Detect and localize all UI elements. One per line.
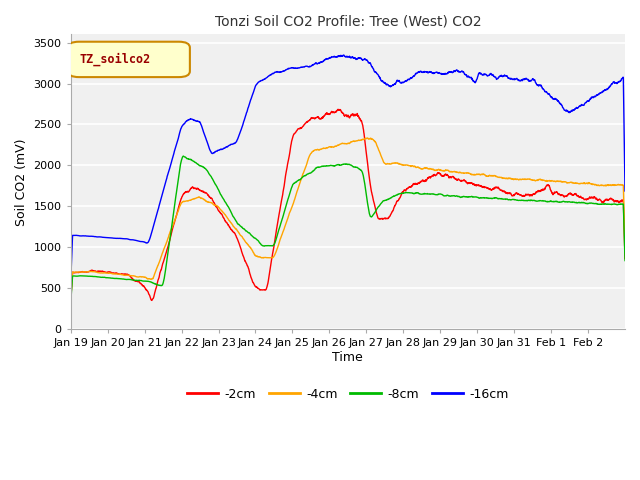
Title: Tonzi Soil CO2 Profile: Tree (West) CO2: Tonzi Soil CO2 Profile: Tree (West) CO2: [214, 15, 481, 29]
Y-axis label: Soil CO2 (mV): Soil CO2 (mV): [15, 138, 28, 226]
FancyBboxPatch shape: [68, 42, 190, 77]
X-axis label: Time: Time: [332, 351, 364, 364]
Text: TZ_soilco2: TZ_soilco2: [79, 53, 150, 66]
Legend: -2cm, -4cm, -8cm, -16cm: -2cm, -4cm, -8cm, -16cm: [182, 383, 514, 406]
